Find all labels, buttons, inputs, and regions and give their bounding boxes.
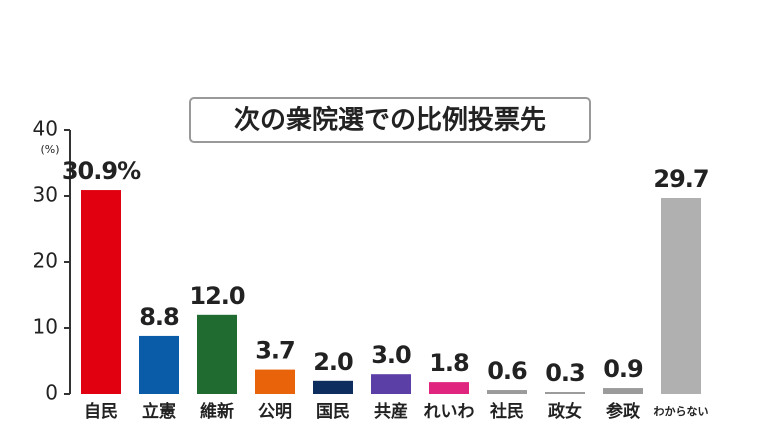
- x-tick-label: 維新: [200, 401, 234, 422]
- y-tick-label: 30: [33, 183, 58, 207]
- value-label: 8.8: [139, 303, 179, 331]
- value-label: 0.3: [545, 359, 585, 387]
- value-label: 30.9%: [62, 157, 141, 185]
- x-tick-label: 社民: [489, 401, 524, 422]
- bar: [255, 369, 295, 394]
- x-tick-label: 政女: [548, 401, 582, 422]
- x-tick-label: 参政: [606, 401, 641, 422]
- value-label: 3.0: [371, 341, 411, 369]
- bar: [139, 335, 179, 394]
- bar: [545, 392, 585, 394]
- value-label: 3.7: [255, 337, 295, 365]
- y-unit: (%): [40, 143, 59, 156]
- title-box: [189, 97, 591, 143]
- y-tick-label: 20: [33, 249, 58, 273]
- bar: [429, 382, 469, 394]
- chart-title: 次の衆院選での比例投票先: [234, 105, 546, 136]
- bar: [371, 374, 411, 394]
- value-label: 12.0: [189, 282, 245, 310]
- value-label: 2.0: [313, 348, 353, 376]
- bar: [661, 197, 701, 394]
- value-label: 1.8: [429, 349, 469, 377]
- x-tick-label: 立憲: [142, 401, 176, 422]
- x-tick-label: れいわ: [424, 402, 475, 422]
- value-label: 29.7: [653, 165, 708, 193]
- value-label: 0.9: [603, 355, 643, 383]
- y-tick-label: 40: [33, 117, 58, 141]
- x-tick-label: 公明: [258, 402, 292, 422]
- y-tick-label: 10: [33, 315, 58, 339]
- value-label: 0.6: [487, 357, 527, 385]
- x-tick-label: わからない: [654, 405, 709, 418]
- bar: [313, 380, 353, 394]
- bar: [197, 314, 237, 394]
- x-tick-label: 国民: [316, 402, 350, 422]
- x-tick-label: 自民: [84, 401, 118, 422]
- y-tick-label: 0: [45, 381, 58, 405]
- bar: [487, 390, 527, 394]
- x-tick-label: 共産: [374, 401, 408, 422]
- bar: [81, 190, 121, 394]
- bar: [603, 388, 643, 394]
